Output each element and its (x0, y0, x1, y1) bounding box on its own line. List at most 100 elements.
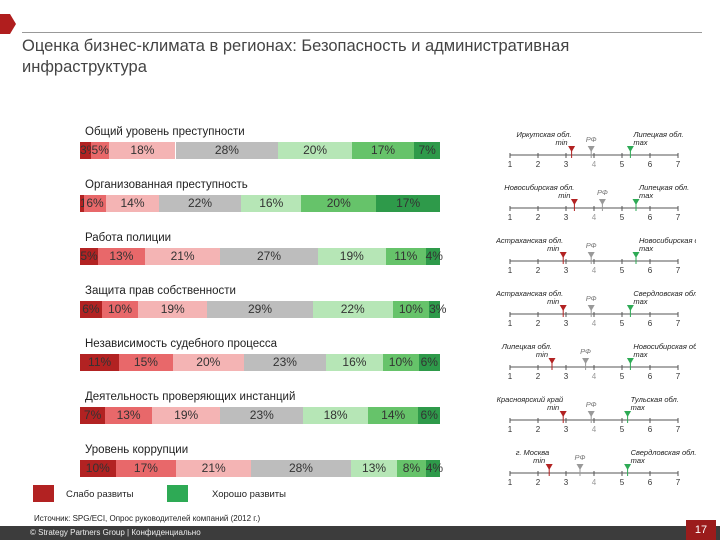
bar-segment: 15% (119, 354, 173, 371)
bar-value-label: 4% (425, 249, 443, 263)
scale-tick-label: 3 (564, 160, 569, 169)
bar-segment: 29% (207, 301, 313, 318)
min-region-label: Астраханская обл. (496, 236, 563, 245)
bar-segment: 6% (83, 195, 107, 212)
bar-value-label: 3% (429, 302, 447, 316)
rf-marker (598, 199, 606, 205)
rank-scale: 1 2 3 4 5 6 7 Новосибирская обл.min РФ Липецкая о… (504, 183, 689, 222)
bar-segment: 6% (418, 407, 440, 424)
stacked-bar: 5% 13% 21% 27% 19% 11% 4% (80, 248, 443, 265)
bar-value-label: 10% (388, 355, 413, 369)
bar-value-label: 7% (418, 143, 436, 157)
scale-tick-label: 4 (592, 425, 597, 434)
bar-value-label: 19% (160, 302, 185, 316)
bar-segment: 3% (80, 142, 97, 159)
scale-tick-label: 1 (508, 319, 513, 328)
scale-tick-label: 2 (536, 478, 541, 487)
bar-value-label: 10% (107, 302, 132, 316)
bar-value-label: 10% (85, 461, 110, 475)
bar-value-label: 7% (83, 408, 102, 422)
bar-value-label: 6% (82, 302, 100, 316)
stacked-bar: 7% 13% 19% 23% 18% 14% 6% (80, 407, 440, 424)
stacked-bar: 6% 10% 19% 29% 22% 10% 3% (80, 301, 446, 318)
bar-value-label: 11% (394, 249, 418, 263)
scale-tick-label: 5 (620, 478, 625, 487)
max-marker (624, 464, 632, 470)
bar-value-label: 19% (339, 249, 364, 263)
bar-value-label: 20% (326, 196, 351, 210)
scale-tick-label: 5 (620, 266, 625, 275)
bar-segment: 10% (392, 301, 430, 318)
min-tag: min (547, 297, 559, 306)
bar-segment: 10% (101, 301, 139, 318)
bar-value-label: 20% (196, 355, 221, 369)
scale-tick-label: 7 (676, 372, 681, 381)
bar-segment: 28% (251, 460, 351, 477)
source-note: Источник: SPG/ECI, Опрос руководителей к… (34, 514, 261, 523)
bar-segment: 5% (80, 248, 98, 265)
scale-tick-label: 1 (508, 425, 513, 434)
scale-tick-label: 1 (508, 478, 513, 487)
bar-segment: 17% (376, 195, 440, 212)
bar-segment: 6% (418, 354, 440, 371)
min-tag: min (536, 350, 548, 359)
rf-label: РФ (597, 188, 608, 197)
bar-segment: 23% (220, 407, 304, 424)
bar-value-label: 18% (130, 143, 155, 157)
bar-segment: 16% (241, 195, 302, 212)
min-tag: min (556, 138, 568, 147)
stacked-bar: 1%6%14%22%16%20%17% (80, 195, 440, 212)
bar-segment: 11% (386, 248, 426, 265)
bar-value-label: 5% (80, 249, 98, 263)
min-marker (559, 252, 567, 258)
legend-weak-swatch (33, 485, 54, 502)
rf-label: РФ (586, 135, 597, 144)
bar-segment: 13% (350, 460, 398, 477)
stacked-bar: 10% 17% 21% 28% 13% 8% 4% (80, 460, 443, 477)
scale-tick-label: 5 (620, 372, 625, 381)
bar-segment: 13% (105, 407, 152, 424)
min-region-label: г. Москва (516, 448, 550, 457)
bar-segment: 22% (158, 195, 242, 212)
max-tag: max (631, 403, 645, 412)
bar-segment: 18% (109, 142, 176, 159)
bar-value-label: 21% (201, 461, 226, 475)
rf-marker (576, 464, 584, 470)
scale-tick-label: 6 (648, 266, 653, 275)
max-region-label: Липецкая обл. (632, 130, 683, 139)
min-marker (559, 411, 567, 417)
rf-label: РФ (586, 294, 597, 303)
legend-weak-label: Слабо развиты (66, 489, 134, 500)
scale-tick-label: 5 (620, 319, 625, 328)
bar-value-label: 13% (362, 461, 387, 475)
bar-value-label: 19% (174, 408, 199, 422)
bar-value-label: 22% (340, 302, 365, 316)
bar-value-label: 23% (249, 408, 274, 422)
min-marker (559, 305, 567, 311)
bar-value-label: 11% (88, 355, 112, 369)
rf-label: РФ (575, 453, 586, 462)
bar-segment: 20% (301, 195, 377, 212)
max-tag: max (633, 297, 647, 306)
rf-marker (587, 252, 595, 258)
bar-value-label: 22% (187, 196, 213, 210)
bar-segment: 20% (278, 142, 352, 159)
corner-accent (0, 14, 10, 34)
bar-segment: 19% (138, 301, 208, 318)
min-region-label: Красноярский край (497, 395, 564, 404)
max-tag: max (633, 138, 647, 147)
scale-tick-label: 6 (648, 372, 653, 381)
max-marker (632, 199, 640, 205)
rf-marker (587, 305, 595, 311)
page-title: Оценка бизнес-климата в регионах: Безопа… (22, 37, 570, 76)
row-label: Общий уровень преступности (85, 126, 245, 138)
scale-tick-label: 6 (648, 213, 653, 222)
bar-value-label: 16% (342, 355, 367, 369)
rf-marker (582, 358, 590, 364)
bar-segment: 11% (80, 354, 120, 371)
stacked-bar: 11% 15% 20% 23% 16% 10% 6% (80, 354, 440, 371)
scale-tick-label: 3 (564, 478, 569, 487)
max-marker (626, 358, 634, 364)
bar-value-label: 14% (381, 408, 406, 422)
